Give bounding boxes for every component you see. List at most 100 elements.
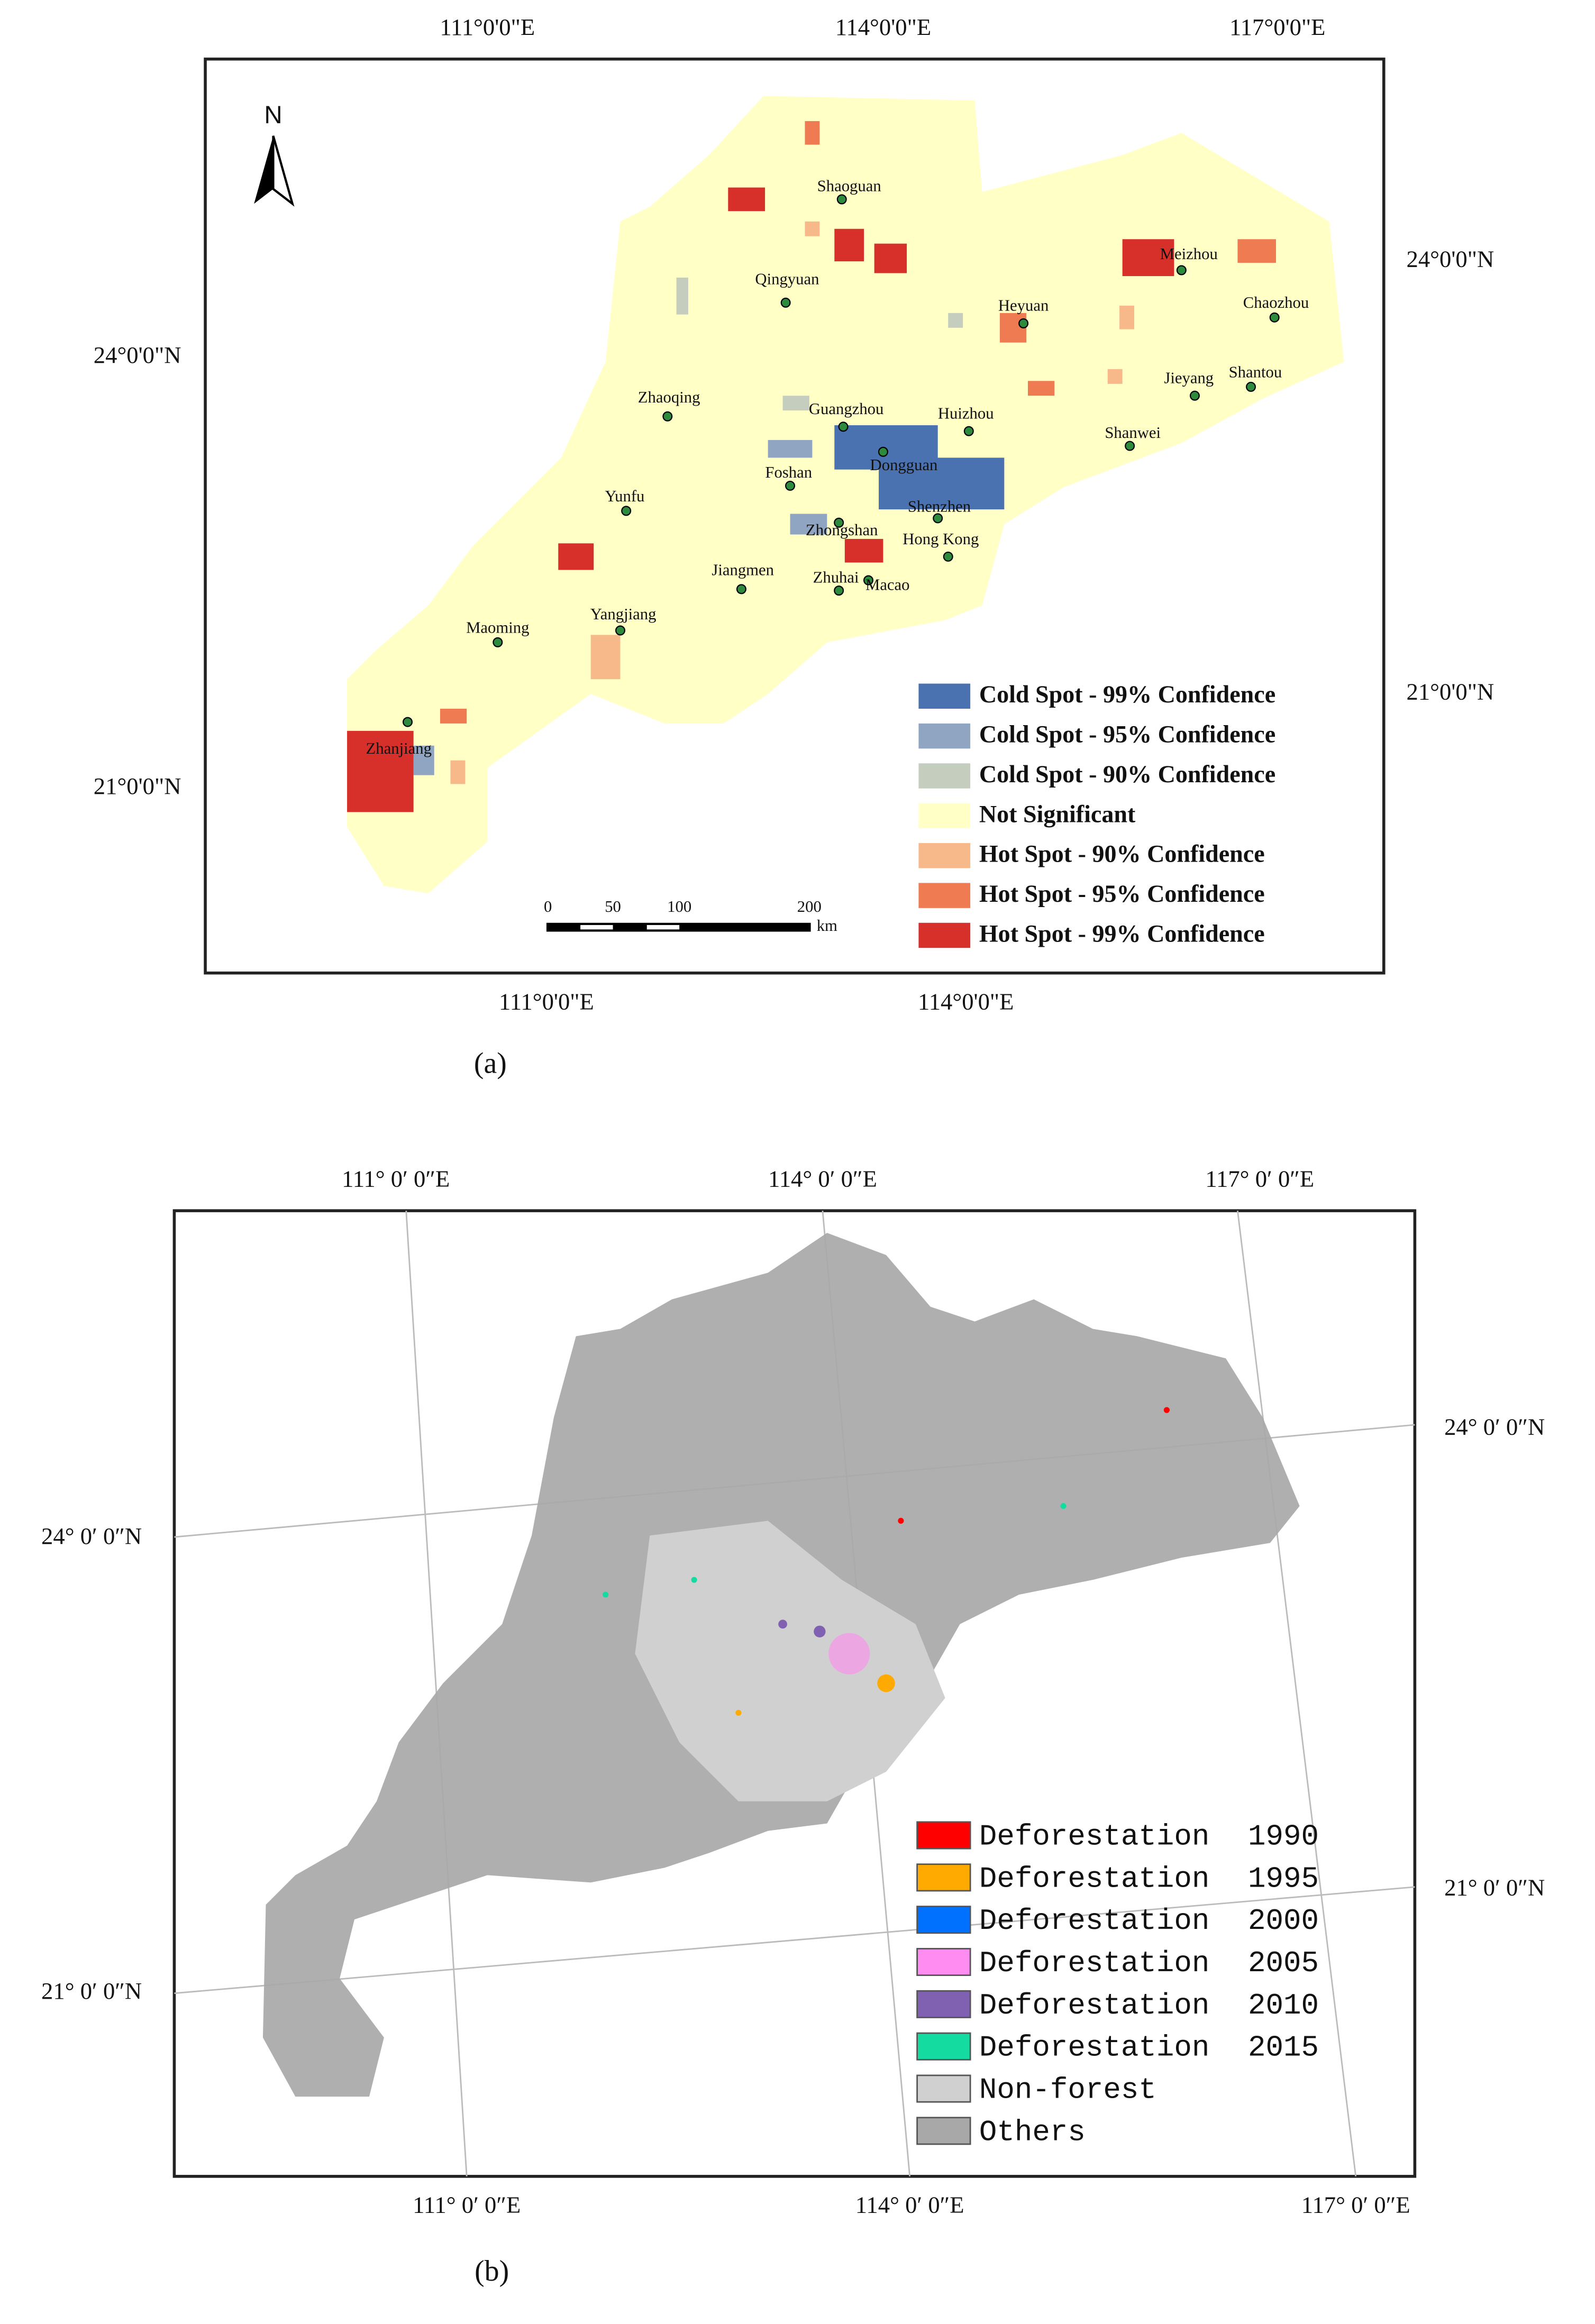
legend-label: Deforestation 1995 bbox=[979, 1862, 1319, 1896]
legend-swatch bbox=[918, 723, 971, 749]
left-label: 21° 0′ 0″N bbox=[41, 1978, 142, 2004]
city-dot bbox=[834, 517, 844, 528]
non-forest-area bbox=[635, 1521, 945, 1801]
north-label: N bbox=[264, 101, 282, 129]
legend-swatch bbox=[918, 683, 971, 709]
legend-label: Cold Spot - 99% Confidence bbox=[979, 681, 1275, 708]
legend-label: Deforestation 1990 bbox=[979, 1820, 1319, 1854]
legend-swatch bbox=[918, 843, 971, 868]
top-label: 111°0'0"E bbox=[440, 14, 535, 40]
bottom-label: 114° 0′ 0″E bbox=[855, 2192, 964, 2218]
legend-label: Hot Spot - 90% Confidence bbox=[979, 840, 1265, 867]
legend: Deforestation 1990 Deforestation 1995 Defo… bbox=[916, 1820, 1319, 2149]
scale-label: 100 bbox=[667, 898, 691, 916]
city-label: Hong Kong bbox=[903, 530, 979, 548]
legend-swatch bbox=[916, 1947, 971, 1977]
city-dot bbox=[943, 551, 953, 562]
caption: (b) bbox=[475, 2255, 509, 2288]
city-label: Dongguan bbox=[870, 456, 938, 474]
legend-label: Hot Spot - 99% Confidence bbox=[979, 920, 1265, 947]
city-dot bbox=[1246, 381, 1256, 392]
city-dot bbox=[1018, 318, 1029, 328]
panel-a: N 111°0'0"E 114°0'0"E 117°0'0"E 111°0'0"… bbox=[94, 14, 1494, 1079]
city-label: Shaoguan bbox=[817, 177, 881, 195]
legend-label: Others bbox=[979, 2116, 1086, 2149]
legend-swatch bbox=[916, 2074, 971, 2103]
city-label: Zhongshan bbox=[806, 521, 878, 539]
scale-unit: km bbox=[817, 917, 837, 935]
left-label: 21°0'0"N bbox=[94, 773, 181, 799]
caption: (a) bbox=[474, 1047, 507, 1079]
city-label: Zhanjiang bbox=[366, 739, 432, 757]
city-label: Huizhou bbox=[938, 404, 994, 422]
legend-swatch bbox=[918, 883, 971, 908]
top-label: 114°0'0"E bbox=[835, 14, 931, 40]
scale-bar bbox=[546, 922, 811, 932]
city-label: Yunfu bbox=[605, 487, 644, 505]
legend-label: Deforestation 2000 bbox=[979, 1905, 1319, 1938]
scale-label: 200 bbox=[797, 898, 822, 916]
legend-label: Not Significant bbox=[979, 800, 1136, 827]
left-label: 24° 0′ 0″N bbox=[41, 1523, 142, 1549]
legend-swatch bbox=[918, 922, 971, 948]
city-label: Jiangmen bbox=[712, 561, 774, 579]
legend-swatch bbox=[916, 2117, 971, 2145]
legend-swatch bbox=[918, 803, 971, 829]
city-dot bbox=[785, 480, 796, 491]
region-shape bbox=[347, 96, 1344, 893]
bottom-label: 111°0'0"E bbox=[499, 989, 594, 1015]
cities: Shaoguan Qingyuan Heyuan Meizhou Chaozhou Zha… bbox=[366, 177, 1309, 758]
scale-label: 0 bbox=[544, 898, 552, 916]
city-dot bbox=[1176, 265, 1187, 276]
city-label: Guangzhou bbox=[809, 400, 883, 418]
top-label: 114° 0′ 0″E bbox=[768, 1166, 877, 1192]
city-label: Maoming bbox=[466, 618, 529, 636]
city-dot bbox=[662, 411, 673, 422]
legend: Cold Spot - 99% Confidence Cold Spot - 95… bbox=[918, 681, 1275, 948]
city-label: Macao bbox=[865, 575, 910, 593]
city-dot bbox=[493, 637, 503, 647]
legend-swatch bbox=[916, 2032, 971, 2061]
city-label: Yangjiang bbox=[590, 605, 657, 623]
legend-swatch bbox=[916, 1906, 971, 1934]
city-label: Zhuhai bbox=[813, 568, 859, 586]
legend-swatch bbox=[916, 1821, 971, 1850]
city-dot bbox=[1189, 390, 1200, 401]
city-label: Shenzhen bbox=[908, 497, 971, 515]
city-dot bbox=[836, 194, 847, 205]
city-label: Heyuan bbox=[998, 297, 1049, 315]
city-dot bbox=[736, 584, 746, 594]
legend-swatch bbox=[916, 1863, 971, 1892]
top-label: 117° 0′ 0″E bbox=[1205, 1166, 1314, 1192]
city-label: Jieyang bbox=[1164, 369, 1214, 387]
legend-label: Cold Spot - 95% Confidence bbox=[979, 721, 1275, 748]
city-dot bbox=[1269, 312, 1280, 323]
top-label: 117°0'0"E bbox=[1229, 14, 1325, 40]
bottom-label: 114°0'0"E bbox=[918, 989, 1014, 1015]
city-label: Qingyuan bbox=[755, 270, 819, 288]
city-dot bbox=[863, 575, 873, 585]
city-label: Foshan bbox=[765, 463, 812, 481]
deforestation-patches bbox=[603, 1407, 1170, 1716]
legend-label: Cold Spot - 90% Confidence bbox=[979, 761, 1275, 788]
city-label: Meizhou bbox=[1160, 245, 1218, 263]
scale-label: 50 bbox=[605, 898, 621, 916]
panel-b: 111° 0′ 0″E 114° 0′ 0″E 117° 0′ 0″E 111°… bbox=[41, 1166, 1545, 2288]
city-label: Shantou bbox=[1229, 363, 1282, 381]
right-label: 21° 0′ 0″N bbox=[1444, 1874, 1545, 1901]
legend-label: Deforestation 2010 bbox=[979, 1989, 1319, 2023]
legend-label: Deforestation 2015 bbox=[979, 2032, 1319, 2065]
legend-swatch bbox=[918, 763, 971, 789]
city-dot bbox=[1125, 441, 1135, 451]
legend-swatch bbox=[916, 1990, 971, 2018]
right-label: 21°0'0"N bbox=[1407, 678, 1494, 704]
top-label: 111° 0′ 0″E bbox=[342, 1166, 450, 1192]
city-dot bbox=[615, 625, 625, 636]
legend-label: Deforestation 2005 bbox=[979, 1947, 1319, 1980]
city-dot bbox=[621, 506, 632, 516]
city-label: Shanwei bbox=[1105, 424, 1161, 442]
city-dot bbox=[780, 297, 791, 308]
city-dot bbox=[963, 426, 974, 436]
city-dot bbox=[834, 585, 844, 596]
